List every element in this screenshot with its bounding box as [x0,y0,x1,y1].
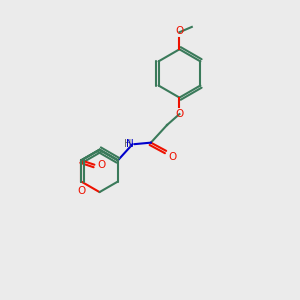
Text: O: O [98,160,106,170]
Text: O: O [169,152,177,162]
Text: O: O [175,109,184,119]
Text: O: O [77,186,86,196]
Text: H: H [124,139,131,148]
Text: N: N [126,139,134,148]
Text: O: O [175,26,184,36]
